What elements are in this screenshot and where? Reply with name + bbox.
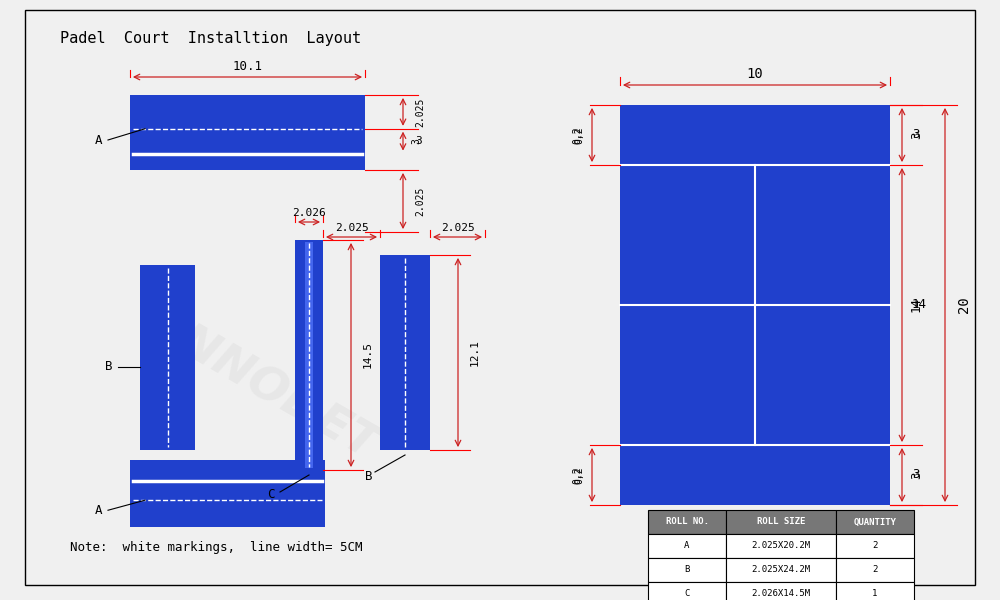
Text: A: A: [94, 133, 102, 146]
Bar: [305, 242, 313, 468]
Text: 2.025X24.2M: 2.025X24.2M: [751, 565, 811, 575]
Text: C: C: [268, 488, 275, 502]
Text: 2: 2: [872, 541, 878, 551]
Text: A: A: [684, 541, 690, 551]
Bar: [648, 510, 726, 534]
Text: 2.026X14.5M: 2.026X14.5M: [751, 589, 811, 599]
Bar: [726, 534, 836, 558]
Bar: [130, 460, 325, 527]
Bar: [648, 558, 726, 582]
Bar: [836, 534, 914, 558]
Bar: [620, 105, 890, 505]
Text: B: B: [684, 565, 690, 575]
Bar: [836, 582, 914, 600]
Text: 0,2: 0,2: [572, 126, 582, 144]
Text: 3: 3: [910, 131, 923, 139]
Text: QUANTITY: QUANTITY: [854, 517, 896, 527]
Text: 3: 3: [912, 128, 920, 142]
Text: 3: 3: [415, 136, 422, 146]
Text: 3: 3: [411, 138, 421, 144]
Bar: [648, 582, 726, 600]
Text: 0,2: 0,2: [572, 466, 582, 484]
Text: 20: 20: [957, 296, 971, 313]
Bar: [130, 95, 365, 170]
Text: 2.025: 2.025: [415, 97, 425, 127]
Text: ROLL NO.: ROLL NO.: [666, 517, 708, 527]
Bar: [726, 582, 836, 600]
Text: INNODET: INNODET: [155, 310, 385, 470]
Text: Padel  Court  Installtion  Layout: Padel Court Installtion Layout: [60, 31, 361, 46]
Text: 3: 3: [910, 471, 923, 479]
Bar: [648, 534, 726, 558]
Text: 1: 1: [872, 589, 878, 599]
Text: 14: 14: [912, 298, 927, 311]
Bar: [836, 558, 914, 582]
Text: 12.1: 12.1: [470, 339, 480, 366]
Text: 2.025: 2.025: [335, 223, 368, 233]
Text: 2.025X20.2M: 2.025X20.2M: [751, 541, 811, 551]
Text: 10.1: 10.1: [232, 60, 262, 73]
Text: 2.026: 2.026: [292, 208, 326, 218]
Text: INNODET: INNODET: [615, 220, 845, 380]
Text: B: B: [364, 470, 372, 484]
Bar: [295, 240, 323, 470]
Text: 10: 10: [747, 67, 763, 81]
Text: A: A: [94, 504, 102, 517]
Text: Note:  white markings,  line width= 5CM: Note: white markings, line width= 5CM: [70, 541, 362, 554]
Bar: [726, 558, 836, 582]
Text: C: C: [684, 589, 690, 599]
Text: B: B: [106, 360, 113, 373]
Bar: [836, 510, 914, 534]
Text: 2: 2: [872, 565, 878, 575]
Text: 2.025: 2.025: [415, 187, 425, 215]
Bar: [726, 510, 836, 534]
Text: 2.025: 2.025: [441, 223, 474, 233]
Text: 14: 14: [910, 298, 923, 313]
Text: 3: 3: [912, 469, 920, 481]
Text: 14.5: 14.5: [363, 341, 373, 368]
Text: 0,2: 0,2: [574, 466, 584, 484]
Bar: [380, 255, 430, 450]
Bar: [140, 265, 195, 450]
Text: ROLL SIZE: ROLL SIZE: [757, 517, 805, 527]
Text: 0,2: 0,2: [574, 126, 584, 144]
